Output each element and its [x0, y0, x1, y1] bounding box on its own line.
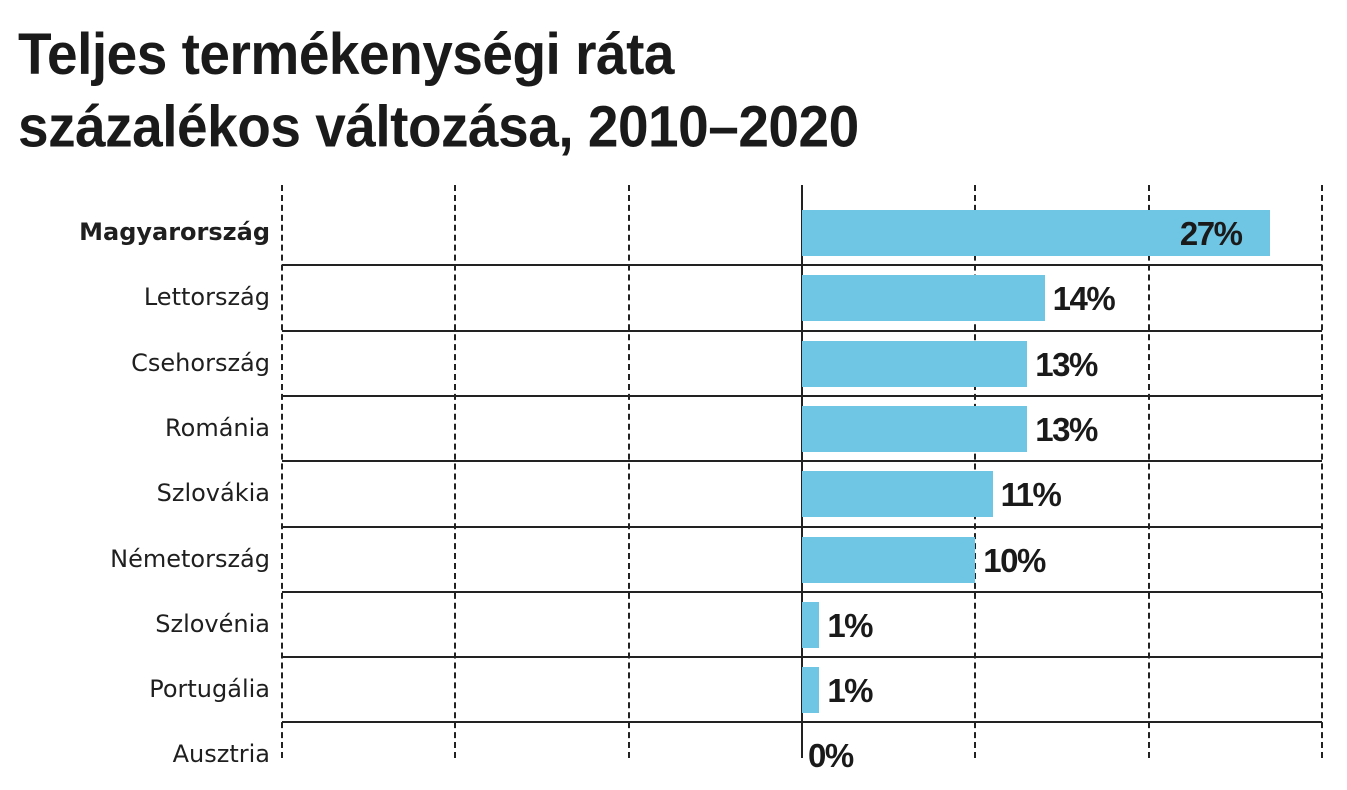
category-label: Magyarország	[79, 218, 270, 246]
gridline	[281, 185, 284, 758]
category-label: Németország	[110, 544, 270, 573]
value-label: 13%	[1035, 410, 1098, 448]
chart-title: Teljes termékenységi ráta százalékos vál…	[18, 18, 859, 162]
category-label: Csehország	[131, 348, 270, 377]
category-label: Románia	[165, 413, 270, 442]
chart-title-line-1: Teljes termékenységi ráta	[18, 21, 675, 87]
value-label: 1%	[827, 606, 873, 644]
chart-title-line-2: százalékos változása, 2010–2020	[18, 93, 859, 159]
bar	[802, 405, 1028, 452]
row-separator	[282, 460, 1322, 463]
value-label: 11%	[1000, 476, 1062, 514]
value-label: 14%	[1052, 280, 1116, 318]
gridline	[1320, 185, 1323, 758]
chart-row: Magyarország 27%	[0, 200, 1347, 265]
category-label: Szlovákia	[156, 479, 270, 508]
bar	[802, 601, 820, 648]
chart-row: Ausztria 0%	[0, 722, 1347, 787]
value-label: 10%	[983, 541, 1046, 579]
chart-row: Románia 13%	[0, 396, 1347, 461]
bar	[802, 536, 976, 583]
row-separator	[282, 329, 1322, 332]
row-separator	[282, 656, 1322, 659]
row-separator	[282, 525, 1322, 528]
bar	[802, 471, 993, 518]
chart-row: Szlovénia 1%	[0, 592, 1347, 657]
row-separator	[282, 264, 1322, 267]
value-label: 1%	[827, 672, 873, 710]
bar-chart: Magyarország 27% Lettország 14% Csehország 13…	[0, 185, 1347, 774]
category-label: Portugália	[149, 675, 270, 704]
gridline	[1147, 185, 1150, 758]
bar	[802, 667, 820, 714]
row-separator	[282, 721, 1322, 724]
chart-row: Lettország 14%	[0, 265, 1347, 330]
category-label: Ausztria	[172, 740, 270, 769]
gridline	[454, 185, 457, 758]
category-label: Lettország	[143, 283, 270, 312]
chart-row: Csehország 13%	[0, 331, 1347, 396]
value-label: 27%	[1179, 215, 1243, 252]
row-separator	[282, 590, 1322, 593]
chart-row: Szlovákia 11%	[0, 461, 1347, 526]
bar	[802, 210, 1270, 256]
chart-row: Németország 10%	[0, 527, 1347, 592]
value-label: 13%	[1035, 345, 1098, 383]
gridline	[627, 185, 630, 758]
category-label: Szlovénia	[155, 609, 270, 638]
value-label: 0%	[808, 737, 854, 775]
bar	[802, 340, 1028, 387]
bar	[802, 275, 1045, 322]
chart-row: Portugália 1%	[0, 657, 1347, 722]
row-separator	[282, 394, 1322, 397]
